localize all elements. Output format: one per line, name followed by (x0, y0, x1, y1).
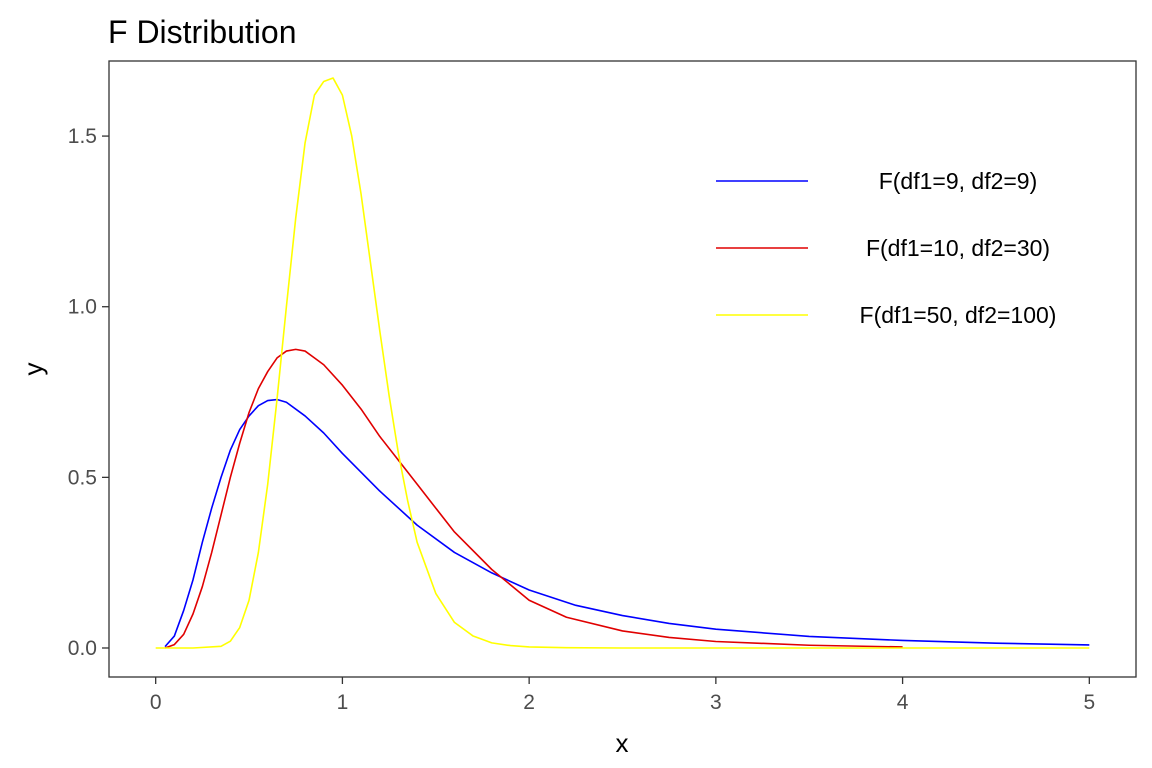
x-axis-title: x (616, 728, 629, 758)
x-axis: 0 1 2 3 4 5 (150, 677, 1095, 714)
y-tick-label: 1.0 (68, 296, 97, 319)
series-line-2 (164, 348, 903, 649)
x-tick-label: 1 (337, 691, 349, 714)
series-line-3 (155, 77, 1090, 649)
series-line-1 (164, 398, 1090, 648)
x-tick-label: 4 (897, 691, 909, 714)
plot-panel-border (108, 60, 1137, 678)
x-tick-label: 0 (150, 691, 162, 714)
x-tick-label: 5 (1083, 691, 1095, 714)
legend: F(df1=9, df2=9) F(df1=10, df2=30) F(df1=50… (716, 168, 1056, 328)
y-tick-label: 0.0 (68, 637, 97, 660)
series-layer (155, 77, 1090, 649)
chart-title: F Distribution (108, 14, 297, 50)
legend-label-1: F(df1=9, df2=9) (879, 168, 1038, 194)
y-tick-label: 0.5 (68, 466, 97, 489)
y-tick-label: 1.5 (68, 125, 97, 148)
x-tick-label: 2 (523, 691, 535, 714)
y-axis-title: y (18, 363, 48, 376)
y-axis: 0.0 0.5 1.0 1.5 (68, 125, 109, 660)
x-tick-label: 3 (710, 691, 722, 714)
legend-label-2: F(df1=10, df2=30) (866, 235, 1050, 261)
legend-label-3: F(df1=50, df2=100) (860, 302, 1057, 328)
